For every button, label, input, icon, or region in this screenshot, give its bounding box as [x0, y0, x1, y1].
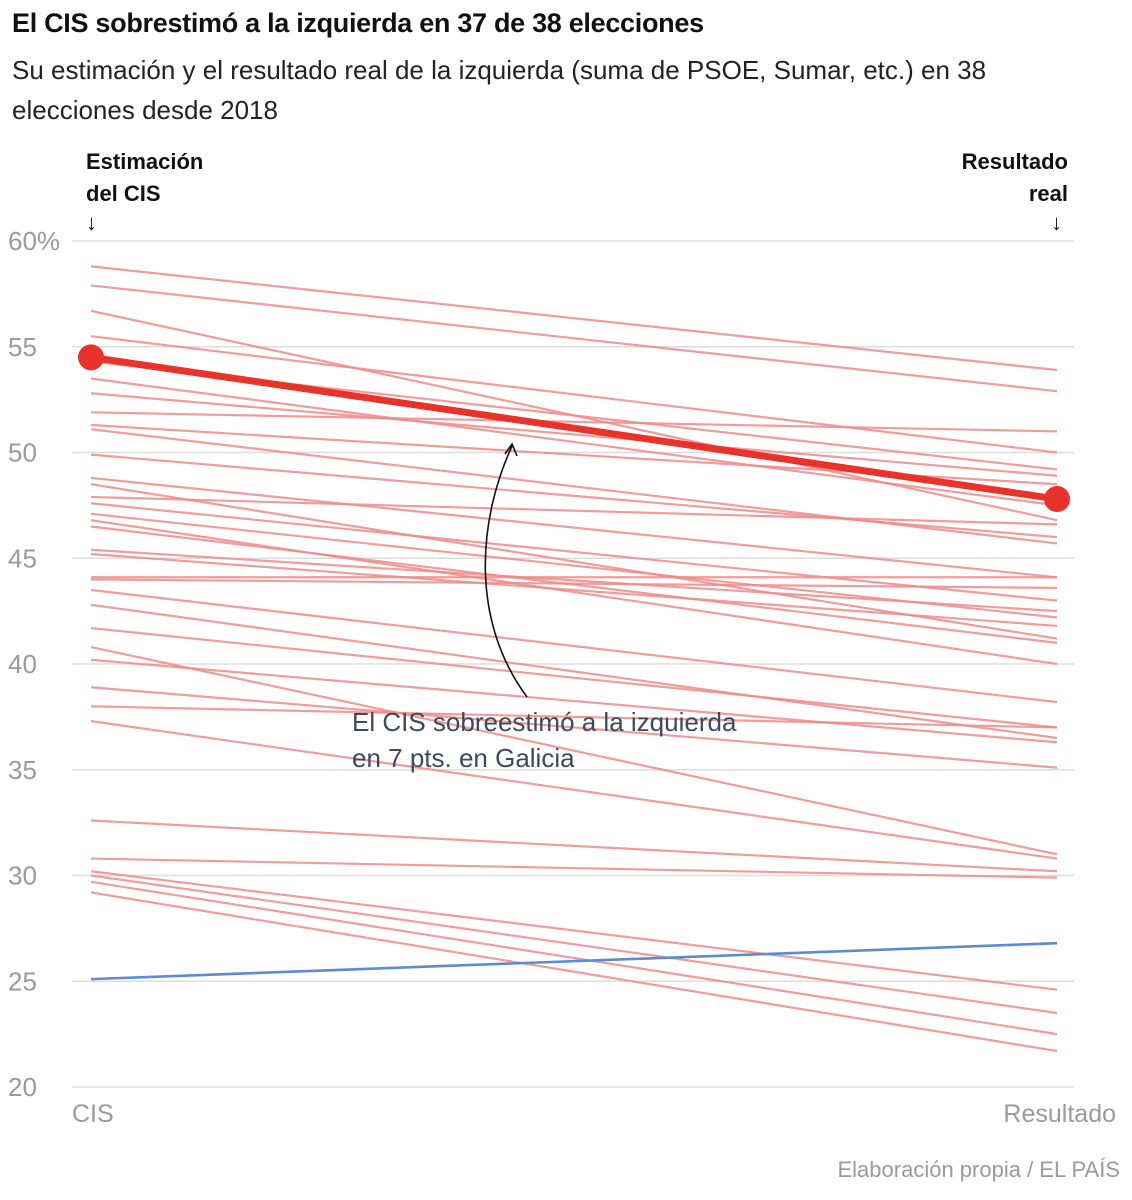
- election-line: [90, 658, 1058, 744]
- chart-title: El CIS sobrestimó a la izquierda en 37 d…: [12, 8, 704, 38]
- election-line: [90, 646, 1058, 856]
- y-tick-label: 60%: [8, 226, 60, 256]
- y-tick-label: 25: [8, 966, 37, 996]
- annotation-line2: en 7 pts. en Galicia: [352, 743, 575, 773]
- election-line: [90, 502, 1058, 602]
- real-result-label-line1: Resultado: [961, 149, 1068, 174]
- election-line: [90, 578, 1058, 589]
- annotation-line1: El CIS sobreestimó a la izquierda: [352, 707, 737, 737]
- y-tick-label: 45: [8, 543, 37, 573]
- overestimate-lines: [90, 265, 1058, 1053]
- election-line: [90, 891, 1058, 1053]
- highlight-line: [78, 344, 1070, 513]
- annotation-arrow: [484, 445, 528, 698]
- election-line: [90, 284, 1058, 393]
- election-line: [90, 453, 1058, 539]
- y-tick-label: 50: [8, 438, 37, 468]
- cis-estimate-label-line1: Estimación: [86, 149, 204, 174]
- y-tick-label: 40: [8, 649, 37, 679]
- x-label-resultado: Resultado: [1003, 1100, 1116, 1128]
- election-line: [90, 870, 1058, 991]
- election-line: [90, 588, 1058, 704]
- election-line: [90, 265, 1058, 372]
- election-line: [90, 880, 1058, 1036]
- election-line: [90, 626, 1058, 729]
- underestimate-line: [90, 941, 1058, 981]
- down-arrow-icon: ↓: [1051, 210, 1062, 235]
- election-line: [90, 377, 1058, 507]
- election-line: [90, 857, 1058, 879]
- election-line: [90, 874, 1058, 1015]
- election-line: [90, 548, 1058, 613]
- election-line: [90, 603, 1058, 740]
- down-arrow-icon: ↓: [86, 210, 97, 235]
- real-result-label: Resultado real: [962, 146, 1068, 210]
- x-label-cis: CIS: [72, 1100, 114, 1128]
- election-line: [90, 495, 1058, 526]
- galicia-result-point: [1044, 486, 1070, 513]
- election-line: [90, 519, 1058, 666]
- election-line: [90, 686, 1058, 769]
- y-tick-label: 20: [8, 1072, 37, 1102]
- annotation-arrowhead-icon: [504, 442, 518, 457]
- cis-estimate-label-line2: del CIS: [86, 181, 161, 206]
- underestimate-lines: [90, 941, 1058, 981]
- election-line: [90, 335, 1058, 454]
- galicia-cis-point: [78, 344, 104, 371]
- y-tick-label: 55: [8, 332, 37, 362]
- y-axis-ticks: 20 25 30 35 40 45 50 55 60%: [8, 226, 60, 1102]
- election-line: [90, 552, 1058, 628]
- election-line: [90, 476, 1058, 579]
- cis-estimate-label: Estimación del CIS: [86, 146, 203, 210]
- election-line: [90, 411, 1058, 433]
- election-line: [90, 819, 1058, 873]
- galicia-line: [90, 353, 1058, 503]
- galicia-annotation: El CIS sobreestimó a la izquierda en 7 p…: [352, 704, 736, 776]
- y-tick-label: 30: [8, 861, 37, 891]
- election-line: [90, 720, 1058, 860]
- real-result-label-line2: real: [1028, 181, 1068, 206]
- y-tick-label: 35: [8, 755, 37, 785]
- source-credit: Elaboración propia / EL PAÍS: [837, 1157, 1121, 1182]
- election-line: [90, 392, 1058, 477]
- chart-subtitle: Su estimación y el resultado real de la …: [12, 55, 987, 125]
- election-line: [90, 705, 1058, 729]
